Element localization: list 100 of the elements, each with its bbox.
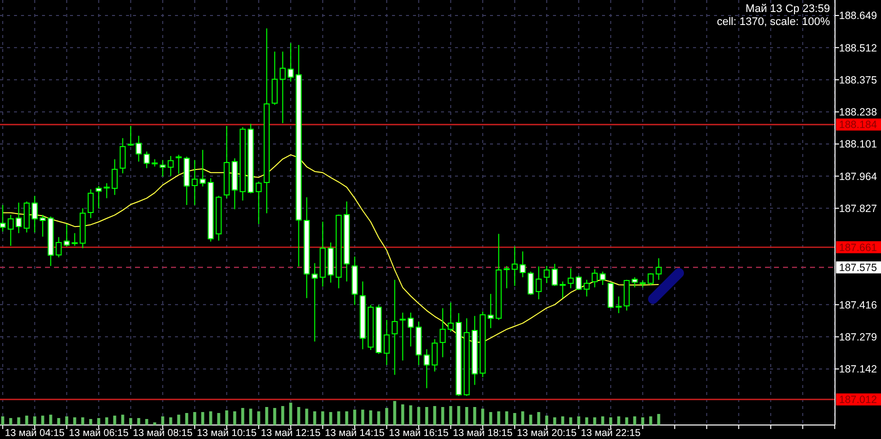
bar — [153, 422, 156, 425]
bar — [25, 416, 28, 425]
bar — [457, 406, 460, 425]
candlestick — [56, 236, 62, 258]
candlestick — [400, 312, 406, 361]
bar — [265, 407, 268, 425]
bar — [441, 407, 444, 425]
candlestick — [96, 185, 102, 209]
bar — [41, 416, 44, 425]
bar — [553, 417, 556, 425]
candlestick — [88, 188, 94, 219]
candlestick — [40, 214, 46, 238]
bar — [201, 412, 204, 425]
bar — [121, 414, 124, 425]
bar — [241, 408, 244, 425]
candlestick — [568, 268, 574, 289]
candlestick — [144, 151, 150, 169]
candlestick — [256, 181, 262, 224]
x-tick-label: 13 май 14:15 — [324, 428, 385, 439]
candlestick — [104, 182, 110, 199]
candlestick — [632, 276, 638, 288]
bar — [113, 416, 116, 425]
bar — [649, 416, 652, 425]
candlestick — [592, 268, 598, 288]
bar — [361, 410, 364, 425]
x-tick-label: 13 май 10:15 — [196, 428, 257, 439]
bar — [505, 411, 508, 425]
bar — [465, 407, 468, 425]
candlestick — [576, 275, 582, 290]
y-tick-label: 187.279 — [839, 331, 878, 344]
y-tick-label: 188.375 — [839, 74, 878, 86]
bar — [593, 417, 596, 425]
bar — [105, 417, 108, 425]
text: cell: 1370, scale: 100% — [716, 16, 830, 28]
x-tick-label: 13 май 12:15 — [260, 428, 321, 439]
bar — [473, 407, 476, 425]
bar — [65, 416, 68, 425]
y-tick-label: 188.101 — [839, 138, 878, 151]
x-tick-label: 13 май 22:15 — [580, 428, 641, 439]
bar — [657, 414, 660, 425]
candlestick — [200, 149, 206, 187]
ref-line-label: 188.184 — [839, 119, 878, 132]
bar — [537, 412, 540, 425]
ref-line-label: 187.012 — [839, 394, 878, 406]
y-tick-label: 187.964 — [839, 170, 878, 183]
bar — [9, 418, 12, 425]
candlestick — [64, 223, 70, 248]
bar — [281, 406, 284, 425]
bar — [257, 411, 260, 425]
bar — [617, 416, 620, 425]
x-tick-label: 13 май 04:15 — [4, 428, 65, 439]
candlestick — [504, 265, 510, 289]
bar — [625, 417, 628, 425]
bar — [569, 417, 572, 425]
bar — [585, 417, 588, 425]
bar — [305, 408, 308, 425]
bar — [385, 408, 388, 425]
candlestick — [392, 279, 398, 376]
bar — [377, 411, 380, 425]
ref-line-label: 187.661 — [839, 242, 878, 254]
bar — [449, 406, 452, 425]
bar — [313, 411, 316, 425]
candlestick — [312, 262, 318, 342]
candlestick — [608, 282, 614, 309]
y-tick-label: 187.827 — [839, 202, 878, 215]
bar — [633, 416, 636, 425]
line-series — [2, 154, 660, 343]
bar — [345, 411, 348, 425]
candlestick — [424, 348, 430, 389]
candlestick — [272, 51, 278, 106]
x-tick-label: 13 май 18:15 — [452, 428, 513, 439]
bar — [417, 407, 420, 425]
candlestick — [160, 159, 166, 178]
text: Май 13 Ср 23:59 — [745, 3, 830, 15]
bar — [321, 411, 324, 425]
bar — [433, 406, 436, 425]
candlestick — [432, 338, 438, 372]
candlestick — [288, 42, 294, 82]
bar — [297, 407, 300, 425]
bar — [1, 416, 4, 425]
bar — [513, 413, 516, 425]
candlestick — [0, 204, 6, 232]
bar — [561, 416, 564, 425]
candlestick — [528, 271, 534, 296]
candlestick — [616, 296, 622, 314]
bar — [137, 418, 140, 425]
candlestick — [656, 258, 662, 280]
bar — [33, 416, 36, 425]
bar — [609, 417, 612, 425]
ref-line-label: 187.575 — [839, 262, 878, 274]
candlestick — [536, 266, 542, 300]
bar — [185, 413, 188, 425]
bar — [49, 414, 52, 425]
bar — [497, 411, 500, 425]
bar — [577, 416, 580, 425]
bar — [425, 407, 428, 425]
bar — [81, 417, 84, 425]
bar — [369, 410, 372, 425]
bar — [409, 405, 412, 425]
bar — [289, 402, 292, 425]
